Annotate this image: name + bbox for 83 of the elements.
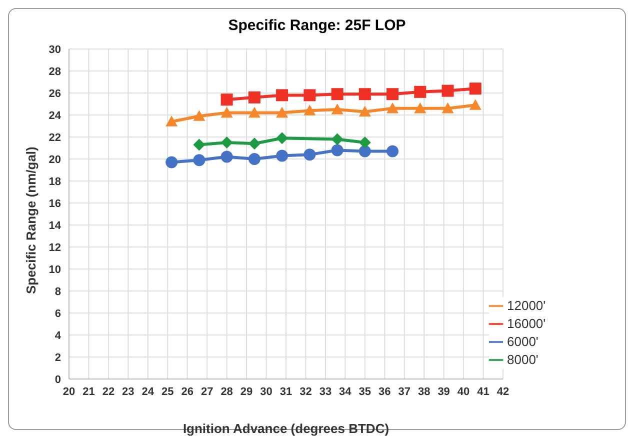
point xyxy=(248,106,260,118)
x-tick-label: 32 xyxy=(300,386,312,398)
point xyxy=(193,110,206,121)
point xyxy=(358,136,371,148)
x-tick-label: 34 xyxy=(339,386,352,398)
y-axis-title: Specific Range (nm/gal) xyxy=(24,146,39,294)
point xyxy=(414,86,426,98)
point xyxy=(331,144,344,156)
point xyxy=(442,102,454,114)
legend-label: 16000' xyxy=(507,316,546,331)
y-tick-label: 14 xyxy=(48,220,62,232)
point xyxy=(469,82,482,95)
x-tick-label: 21 xyxy=(82,386,95,398)
y-tick-label: 6 xyxy=(54,308,61,320)
point xyxy=(442,84,454,97)
point xyxy=(276,150,288,162)
x-tick-label: 37 xyxy=(398,386,410,398)
point xyxy=(166,156,178,168)
x-tick-label: 27 xyxy=(200,386,214,398)
x-tick-label: 33 xyxy=(319,386,332,398)
point xyxy=(331,104,344,114)
point xyxy=(358,106,371,116)
x-axis-title: Ignition Advance (degrees BTDC) xyxy=(182,421,390,436)
point xyxy=(358,88,371,100)
y-tick-label: 2 xyxy=(54,352,61,364)
x-tick-label: 24 xyxy=(142,386,155,398)
y-tick-label: 28 xyxy=(48,66,61,78)
point xyxy=(469,99,482,110)
x-tick-label: 41 xyxy=(477,386,490,398)
y-tick-label: 4 xyxy=(54,330,62,342)
x-tick-label: 22 xyxy=(102,386,115,398)
point xyxy=(193,154,206,166)
y-tick-label: 8 xyxy=(54,286,61,298)
point xyxy=(248,153,260,165)
y-tick-label: 20 xyxy=(48,154,61,166)
y-tick-label: 16 xyxy=(48,198,61,210)
point xyxy=(331,133,344,146)
y-tick-label: 12 xyxy=(48,242,61,254)
x-tick-label: 23 xyxy=(122,386,134,398)
y-tick-label: 0 xyxy=(54,374,61,386)
point xyxy=(248,138,260,150)
chart-title: Specific Range: 25F LOP xyxy=(227,17,407,34)
point xyxy=(386,88,399,100)
x-tick-label: 30 xyxy=(260,386,272,398)
y-tick-label: 24 xyxy=(48,110,62,122)
x-tick-label: 39 xyxy=(438,386,450,398)
x-tick-label: 40 xyxy=(457,386,470,398)
y-tick-label: 18 xyxy=(48,176,61,188)
point xyxy=(248,91,260,104)
x-tick-label: 35 xyxy=(358,386,372,398)
x-tick-label: 42 xyxy=(496,386,510,398)
point xyxy=(304,89,316,102)
y-tick-label: 26 xyxy=(48,88,61,100)
x-tick-label: 26 xyxy=(181,386,194,398)
point xyxy=(220,136,233,148)
point xyxy=(193,138,206,151)
point xyxy=(304,104,316,116)
x-tick-label: 38 xyxy=(418,386,430,398)
legend-label: 8000' xyxy=(507,352,538,367)
point xyxy=(220,106,233,118)
legend-label: 12000' xyxy=(507,298,546,313)
point xyxy=(414,102,426,114)
point xyxy=(386,102,399,114)
point xyxy=(276,106,288,118)
x-tick-label: 31 xyxy=(280,386,292,398)
y-tick-label: 10 xyxy=(48,264,61,276)
y-tick-label: 22 xyxy=(48,132,61,144)
point xyxy=(358,145,371,158)
x-tick-label: 25 xyxy=(162,386,174,398)
point xyxy=(276,132,288,144)
x-tick-label: 36 xyxy=(378,386,391,398)
x-tick-label: 29 xyxy=(240,386,253,398)
y-tick-label: 30 xyxy=(48,44,61,56)
point xyxy=(220,94,233,106)
point xyxy=(331,88,344,100)
x-tick-label: 20 xyxy=(62,386,76,398)
point xyxy=(276,89,288,102)
point xyxy=(304,148,316,161)
point xyxy=(166,116,178,126)
x-tick-label: 28 xyxy=(220,386,233,398)
point xyxy=(220,150,233,163)
point xyxy=(386,145,399,158)
legend-label: 6000' xyxy=(507,334,538,349)
